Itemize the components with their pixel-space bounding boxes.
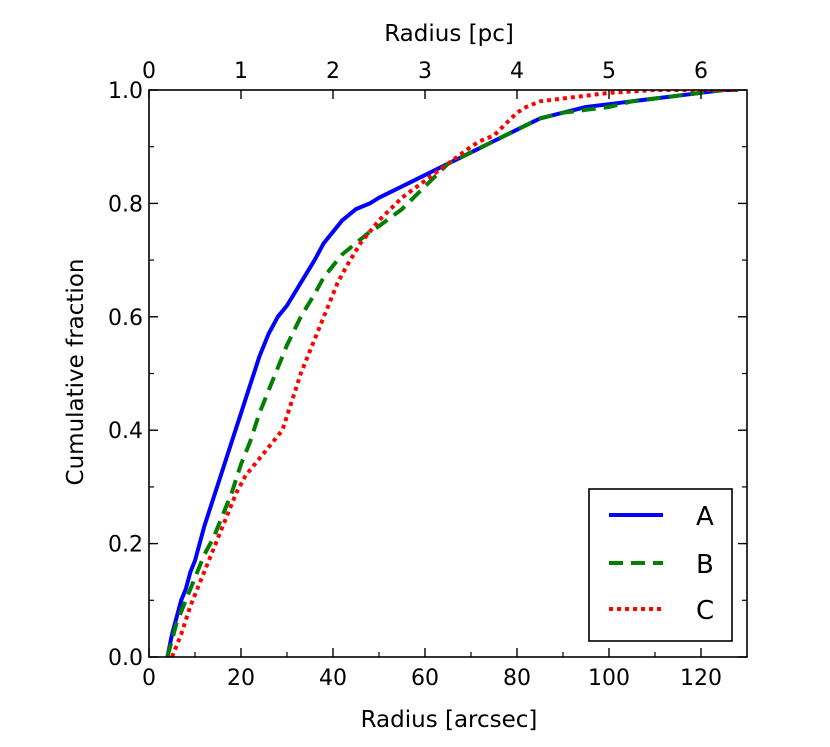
x2-tick-label: 0 [142,59,156,84]
x-tick-label: 40 [319,666,347,691]
series-line-b [165,90,738,657]
x-axis-title: Radius [arcsec] [361,707,538,733]
x-tick-label: 60 [411,666,439,691]
series-line-a [165,90,738,657]
y-tick-label: 0.6 [108,306,143,331]
y-tick-label: 0.0 [108,646,143,671]
x-tick-label: 100 [588,666,630,691]
y-axis-title: Cumulative fraction [63,259,89,486]
y-tick-label: 0.8 [108,192,143,217]
x-tick-label: 20 [227,666,255,691]
x-tick-label: 120 [680,666,722,691]
legend-label-b: B [696,550,714,580]
x2-tick-label: 4 [510,59,524,84]
ticks-layer [148,89,747,658]
x2-tick-label: 3 [418,59,432,84]
x2-axis-title: Radius [pc] [384,21,514,47]
x2-tick-label: 2 [326,59,340,84]
y-tick-label: 1.0 [108,79,143,104]
y-tick-label: 0.2 [108,533,143,558]
x-tick-label: 80 [503,666,531,691]
x2-tick-label: 1 [234,59,248,84]
legend-label-c: C [696,596,714,626]
y-tick-label: 0.4 [108,419,143,444]
x2-tick-label: 5 [602,59,616,84]
labels-layer: 0 20 40 60 80 100 120 0 1 2 3 4 5 6 0.0 0.2 0.4 0.6 0.8 1.0 [108,59,722,691]
x2-tick-label: 6 [694,59,708,84]
series-layer [165,90,738,657]
x-tick-label: 0 [142,666,156,691]
legend: A B C [588,488,733,642]
legend-label-a: A [696,502,714,532]
